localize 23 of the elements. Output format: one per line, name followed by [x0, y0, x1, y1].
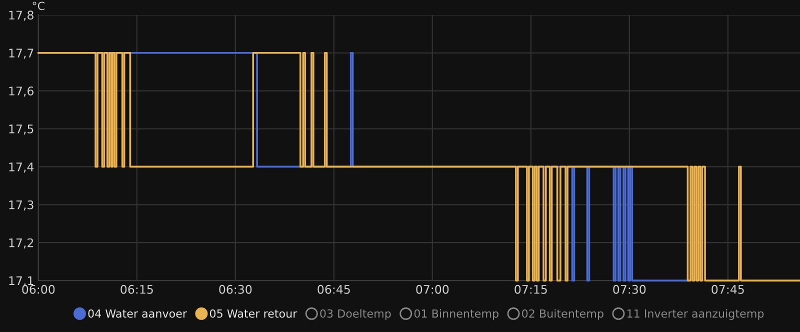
- y-tick-label: 17,6: [9, 86, 34, 97]
- legend-label: 01 Binnentemp: [414, 309, 498, 320]
- legend-label: 04 Water aanvoer: [88, 309, 187, 318]
- x-tick-label: 07:00: [416, 284, 449, 294]
- y-tick-label: 17,7: [9, 48, 34, 59]
- x-tick-label: 06:45: [318, 284, 350, 294]
- y-tick-label: 17,2: [9, 238, 34, 248]
- x-tick-label: 06:00: [22, 284, 55, 294]
- x-tick-label: 06:15: [120, 284, 153, 294]
- legend-label: 05 Water retour: [210, 309, 298, 318]
- y-tick-label: 17,4: [9, 162, 34, 173]
- x-tick-label: 07:15: [514, 284, 547, 294]
- y-tick-label: 17,5: [9, 124, 34, 135]
- legend-label: 02 Buitentemp: [522, 309, 604, 320]
- x-tick-label: 06:30: [219, 284, 252, 294]
- x-tick-label: 07:45: [712, 284, 744, 294]
- y-tick-label: 17,3: [9, 200, 34, 211]
- legend-label: 03 Doeltemp: [320, 309, 391, 320]
- legend-label: 11 Inverter aanzuigtemp: [627, 309, 764, 320]
- x-tick-label: 07:30: [613, 284, 646, 294]
- y-axis-title: °C: [32, 2, 44, 10]
- y-tick-label: 17,8: [9, 10, 34, 21]
- y-tick-label: 17,1: [9, 276, 34, 286]
